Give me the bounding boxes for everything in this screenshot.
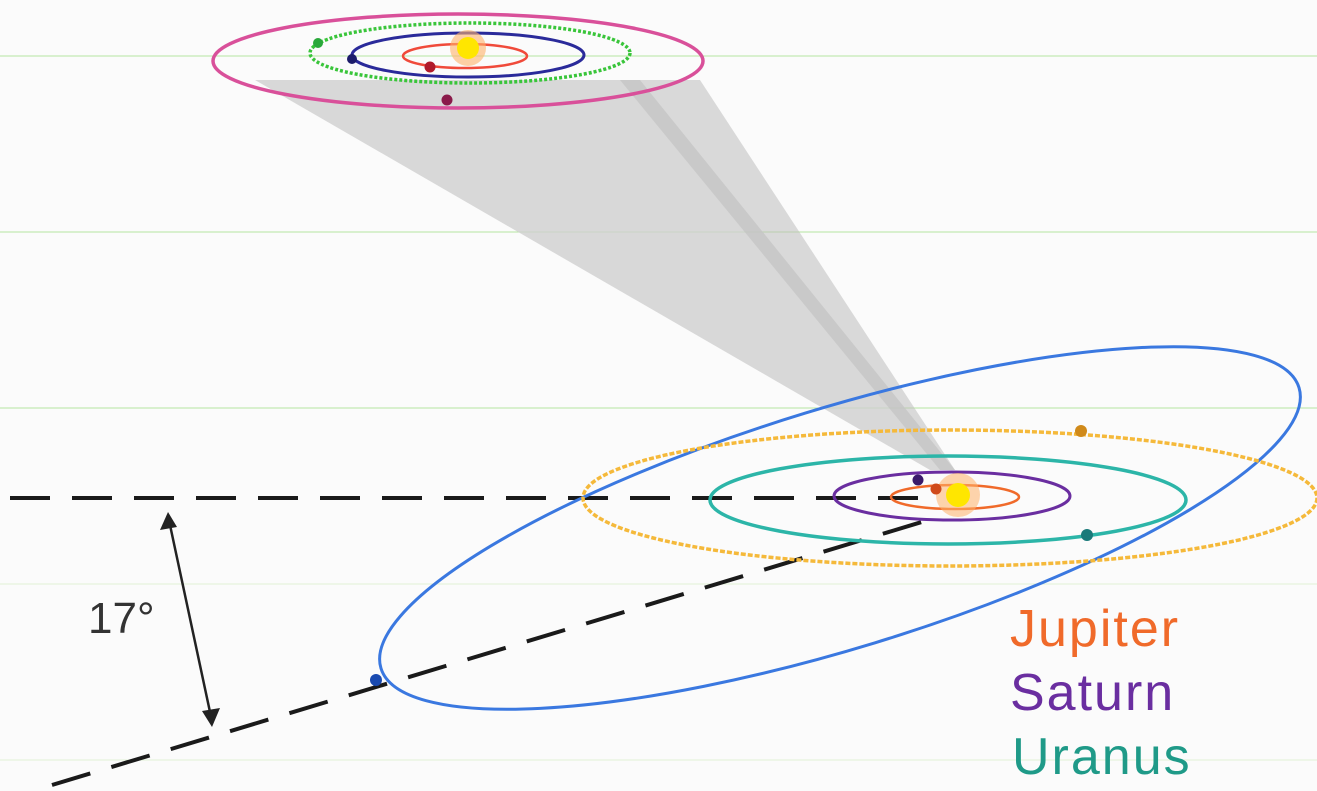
uranus-planet <box>1081 529 1093 541</box>
legend: Jupiter Saturn Uranus <box>1010 600 1192 786</box>
legend-jupiter: Jupiter <box>1010 600 1180 658</box>
arrowhead-down-icon <box>202 708 220 727</box>
top-planet-green <box>313 38 323 48</box>
top-outer-orbit <box>211 12 705 110</box>
top-view-orbits <box>211 12 705 110</box>
side-view-orbits <box>370 425 1317 686</box>
saturn-planet <box>912 474 924 486</box>
angle-label: 17° <box>88 594 155 643</box>
gridlines <box>0 55 1317 761</box>
jupiter-planet <box>930 483 942 495</box>
neptune-orbit <box>581 428 1317 568</box>
sun <box>946 483 970 507</box>
angle-indicator: 17° <box>88 512 220 727</box>
inclined-orbit <box>378 345 1302 711</box>
top-planet-red <box>424 61 436 73</box>
top-planet-magenta <box>441 94 453 106</box>
arrowhead-up-icon <box>160 512 177 530</box>
legend-saturn: Saturn <box>1010 664 1175 722</box>
angle-arrow-line <box>168 524 212 713</box>
uranus-orbit <box>708 454 1188 546</box>
projection-cone-shade <box>620 80 955 470</box>
inclined-dashed-line <box>51 516 936 787</box>
neptune-planet <box>1075 425 1087 437</box>
top-sun <box>457 37 479 59</box>
legend-uranus: Uranus <box>1012 728 1192 786</box>
top-green-orbit <box>308 21 632 85</box>
projection-cone <box>255 80 955 470</box>
saturn-orbit <box>832 470 1072 522</box>
top-planet-dark <box>347 54 357 64</box>
pluto-planet <box>370 674 382 686</box>
